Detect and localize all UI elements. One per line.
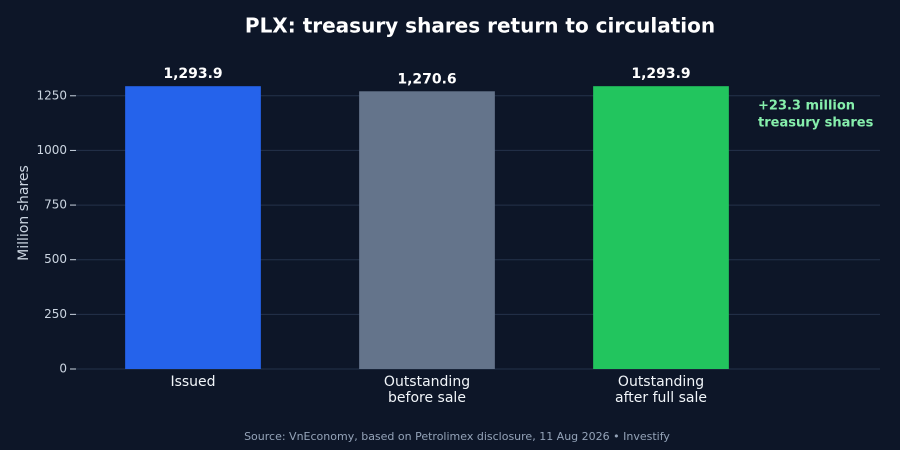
x-tick-label: after full sale bbox=[615, 390, 707, 406]
chart-title: PLX: treasury shares return to circulati… bbox=[245, 14, 715, 38]
annotation: treasury shares bbox=[758, 116, 874, 131]
x-tick-label: Issued bbox=[170, 374, 215, 390]
y-tick-label: 750 bbox=[44, 198, 67, 212]
bar bbox=[125, 86, 261, 369]
y-tick-label: 250 bbox=[44, 307, 67, 321]
bar bbox=[359, 91, 495, 369]
y-tick-label: 0 bbox=[59, 362, 67, 376]
x-tick-label: Outstanding bbox=[384, 374, 470, 390]
value-label: 1,293.9 bbox=[163, 66, 222, 82]
bar bbox=[593, 86, 729, 369]
value-label: 1,270.6 bbox=[397, 71, 456, 87]
value-label: 1,293.9 bbox=[631, 66, 690, 82]
x-tick-label: before sale bbox=[388, 390, 466, 406]
annotation: +23.3 million bbox=[758, 99, 855, 114]
source: Source: VnEconomy, based on Petrolimex d… bbox=[244, 430, 670, 443]
y-tick-label: 500 bbox=[44, 252, 67, 266]
y-tick-label: 1000 bbox=[36, 143, 67, 157]
y-axis-label: Million shares bbox=[16, 165, 32, 261]
x-tick-label: Outstanding bbox=[618, 374, 704, 390]
y-tick-label: 1250 bbox=[36, 88, 67, 102]
